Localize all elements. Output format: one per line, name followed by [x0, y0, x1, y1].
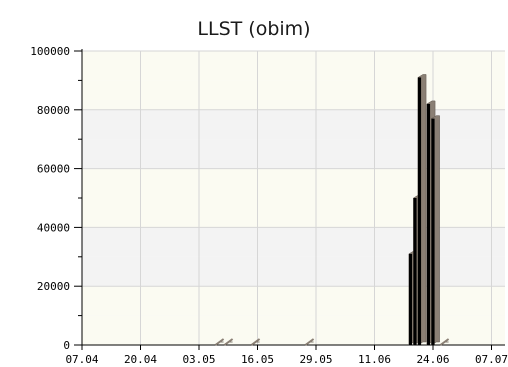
- plot-band: [82, 80, 505, 110]
- bar: [408, 253, 413, 345]
- x-tick-label: 16.05: [241, 353, 274, 366]
- bar-zero: [250, 338, 261, 346]
- bar: [417, 77, 422, 346]
- x-tick-label: 29.05: [299, 353, 332, 366]
- y-tick-label: 20000: [37, 280, 70, 293]
- plot-band: [82, 227, 505, 257]
- x-tick-label: 24.06: [416, 353, 449, 366]
- bar-zero: [223, 338, 234, 346]
- y-tick-label: 100000: [30, 45, 70, 58]
- plot-band: [82, 139, 505, 169]
- plot-band: [82, 315, 505, 345]
- bar-zero: [439, 338, 450, 346]
- y-tick-label: 60000: [37, 163, 70, 176]
- plot-band: [82, 286, 505, 316]
- bar: [431, 118, 435, 346]
- bar-zero: [304, 338, 315, 346]
- y-tick-label: 40000: [37, 221, 70, 234]
- bar: [426, 103, 431, 345]
- x-tick-label: 07.07: [475, 353, 508, 366]
- bar-zero: [214, 338, 225, 346]
- y-tick-label: 0: [63, 339, 70, 352]
- x-tick-label: 07.04: [65, 353, 98, 366]
- plot-band: [82, 51, 505, 81]
- y-tick-label: 80000: [37, 104, 70, 117]
- x-tick-label: 03.05: [182, 353, 215, 366]
- x-tick-label: 11.06: [358, 353, 391, 366]
- plot-band: [82, 109, 505, 140]
- chart-title: LLST (obim): [197, 18, 311, 40]
- plot-band: [82, 168, 505, 198]
- plot-band: [82, 256, 505, 287]
- plot-band: [82, 198, 505, 228]
- bar: [413, 198, 417, 345]
- x-tick-label: 20.04: [124, 353, 157, 366]
